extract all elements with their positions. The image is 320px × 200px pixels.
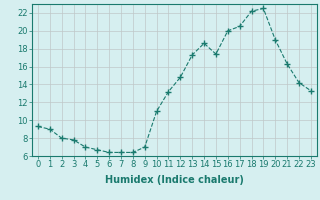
X-axis label: Humidex (Indice chaleur): Humidex (Indice chaleur) [105, 175, 244, 185]
